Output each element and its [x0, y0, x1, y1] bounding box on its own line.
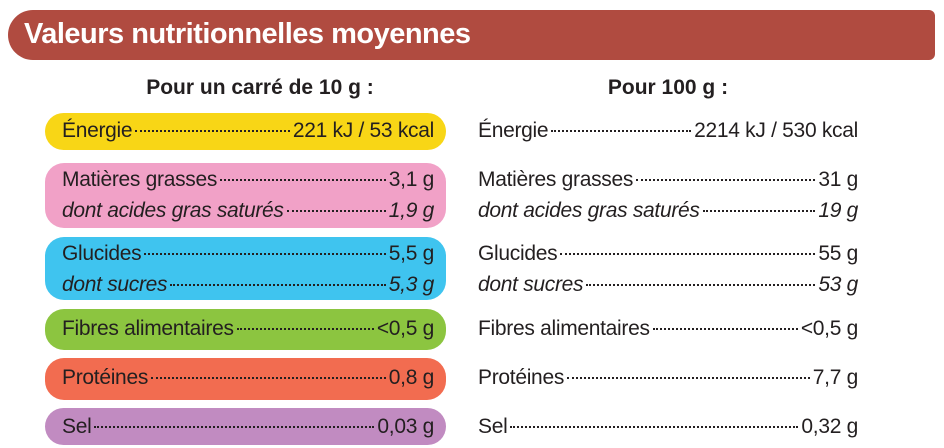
dot-leader	[702, 210, 816, 212]
nutrient-label: Protéines	[478, 366, 565, 389]
nutrient-value: 0,03 g	[377, 415, 434, 438]
dot-leader	[144, 253, 386, 255]
nutrient-value: <0,5 g	[800, 317, 858, 340]
nutrient-row: Glucides 55 g	[478, 239, 858, 269]
nutrient-value: 19 g	[818, 199, 858, 222]
nutrient-label: Fibres alimentaires	[62, 317, 234, 340]
nutrient-row: Glucides 5,5 g	[62, 239, 434, 269]
nutrient-row: dont sucres 53 g	[478, 270, 858, 300]
nutrient-label: Sel	[62, 415, 92, 438]
nutrient-row: dont acides gras saturés 19 g	[478, 196, 858, 226]
nutrient-value: 0,8 g	[388, 366, 435, 389]
nutrient-label: Protéines	[62, 366, 149, 389]
nutrient-row: Énergie 221 kJ / 53 kcal	[62, 116, 434, 146]
nutrient-label: Matières grasses	[62, 168, 218, 191]
nutrient-row: Énergie 2214 kJ / 530 kcal	[478, 116, 858, 146]
nutrient-value: 0,32 g	[801, 415, 858, 438]
header-title: Valeurs nutritionnelles moyennes	[24, 18, 471, 50]
nutrient-label: dont sucres	[62, 273, 168, 296]
nutrient-row: Sel 0,03 g	[62, 412, 434, 442]
nutrient-value: 5,3 g	[388, 273, 435, 296]
nutrient-row: Matières grasses 3,1 g	[62, 165, 434, 195]
dot-leader	[567, 377, 810, 379]
nutrient-group-bg	[45, 237, 446, 300]
nutrient-value: 55 g	[818, 242, 858, 265]
nutrient-group-bg	[45, 163, 446, 228]
nutrient-group-bg	[45, 358, 446, 400]
column-header: Pour un carré de 10 g :	[146, 76, 374, 99]
nutrient-label: Énergie	[62, 119, 133, 142]
dot-leader	[135, 130, 290, 132]
nutrient-value: 3,1 g	[388, 168, 435, 191]
dot-leader	[551, 130, 692, 132]
nutrient-label: Glucides	[478, 242, 558, 265]
dot-leader	[560, 253, 816, 255]
nutrient-row: Sel 0,32 g	[478, 412, 858, 442]
dot-leader	[236, 328, 374, 330]
nutrient-label: Glucides	[62, 242, 142, 265]
nutrient-row: Protéines 7,7 g	[478, 363, 858, 393]
nutrient-value: 7,7 g	[812, 366, 859, 389]
nutrient-label: dont sucres	[478, 273, 584, 296]
dot-leader	[652, 328, 798, 330]
dot-leader	[286, 210, 386, 212]
dot-leader	[220, 179, 386, 181]
dot-leader	[170, 284, 386, 286]
dot-leader	[94, 426, 375, 428]
nutrient-value: <0,5 g	[376, 317, 434, 340]
nutrient-row: Fibres alimentaires <0,5 g	[478, 314, 858, 344]
nutrient-label: dont acides gras saturés	[62, 199, 284, 222]
dot-leader	[586, 284, 816, 286]
nutrient-label: Fibres alimentaires	[478, 317, 650, 340]
nutrient-value: 31 g	[818, 168, 858, 191]
nutrient-row: Protéines 0,8 g	[62, 363, 434, 393]
nutrient-value: 1,9 g	[388, 199, 435, 222]
nutrient-value: 53 g	[818, 273, 858, 296]
nutrient-row: Fibres alimentaires <0,5 g	[62, 314, 434, 344]
nutrient-value: 2214 kJ / 530 kcal	[694, 119, 858, 142]
nutrient-label: dont acides gras saturés	[478, 199, 700, 222]
nutrient-row: Matières grasses 31 g	[478, 165, 858, 195]
header-bar	[8, 10, 935, 60]
column-header: Pour 100 g :	[607, 76, 729, 99]
nutrient-label: Matières grasses	[478, 168, 634, 191]
nutrient-value: 5,5 g	[388, 242, 435, 265]
dot-leader	[151, 377, 386, 379]
nutrient-value: 221 kJ / 53 kcal	[292, 119, 434, 142]
nutrient-row: dont sucres 5,3 g	[62, 270, 434, 300]
nutrient-label: Sel	[478, 415, 508, 438]
nutrient-row: dont acides gras saturés 1,9 g	[62, 196, 434, 226]
nutrient-label: Énergie	[478, 119, 549, 142]
dot-leader	[510, 426, 799, 428]
dot-leader	[636, 179, 816, 181]
